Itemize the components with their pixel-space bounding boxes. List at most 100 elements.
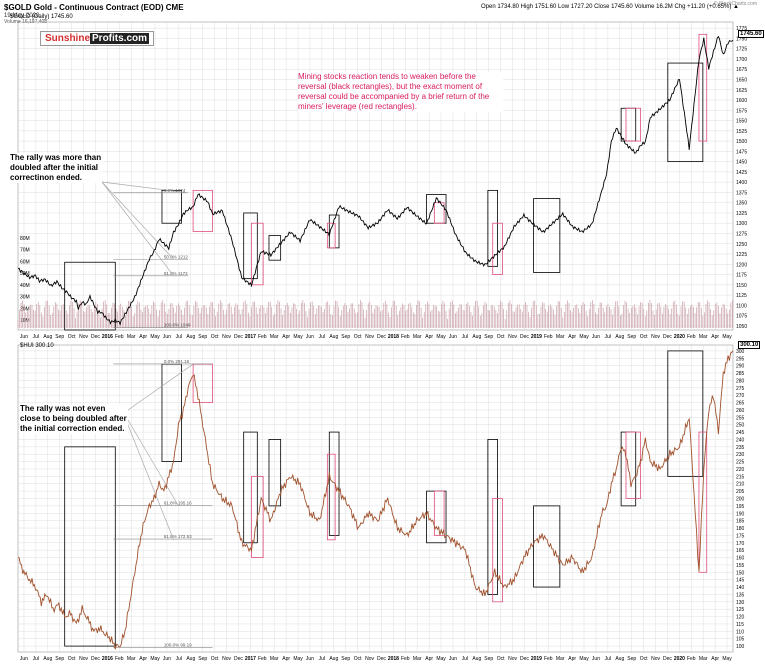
hui-x-tick-label: May	[722, 656, 732, 662]
gold-fib-label: 0.0% 1374	[164, 188, 186, 193]
hui-x-tick-label: Feb	[401, 656, 410, 662]
gold-y-tick-label: 1650	[736, 77, 747, 83]
black-rectangle-hui	[667, 350, 704, 477]
hui-x-tick-label: Feb	[258, 656, 267, 662]
gold-x-tick-label: Oct	[354, 334, 362, 340]
gold-x-tick-label: Sep	[341, 334, 350, 340]
hui-y-tick-label: 175	[736, 533, 745, 539]
gold-y-tick-label: 1100	[736, 303, 747, 309]
hui-y-tick-label: 170	[736, 541, 745, 547]
hui-y-tick-label: 140	[736, 585, 745, 591]
gold-fib-label: 61.8% 1172	[164, 271, 188, 276]
hui-fib-label: 61.8% 195.16	[164, 501, 192, 506]
hui-y-tick-label: 230	[736, 452, 745, 458]
gold-x-tick-label: Apr	[568, 334, 576, 340]
gold-callout-line	[101, 181, 189, 194]
gold-y-tick-label: 1500	[736, 139, 747, 145]
gold-x-tick-label: Nov	[79, 334, 88, 340]
hui-x-tick-label: Dec	[377, 656, 386, 662]
red-rectangle-hui	[251, 475, 264, 558]
gold-x-tick-label: 2017	[245, 334, 256, 340]
hui-callout-line	[127, 419, 179, 507]
red-rectangle-gold	[698, 33, 708, 142]
hui-y-tick-label: 160	[736, 556, 745, 562]
gold-y-tick-label: 1475	[736, 149, 747, 155]
gold-callout-line	[101, 181, 174, 260]
gold-x-tick-label: Aug	[472, 334, 481, 340]
hui-x-tick-label: Mar	[127, 656, 136, 662]
gold-x-tick-label: Mar	[556, 334, 565, 340]
black-rectangle-hui	[268, 439, 282, 507]
volume-axis-label: 70M	[20, 248, 30, 254]
hui-fib-label: 0.0% 291.16	[164, 359, 190, 364]
hui-pane-label: $HUI 300.10	[20, 343, 54, 349]
hui-x-tick-label: May	[293, 656, 303, 662]
hui-x-tick-label: Mar	[413, 656, 422, 662]
gold-y-tick-label: 1300	[736, 221, 747, 227]
gold-x-tick-label: Aug	[615, 334, 624, 340]
gold-x-tick-label: Jul	[319, 334, 325, 340]
black-rectangle-gold	[243, 212, 258, 280]
hui-x-tick-label: May	[150, 656, 160, 662]
chart-symbol-title: $GOLD Gold - Continuous Contract (EOD) C…	[4, 3, 184, 12]
hui-x-tick-label: Jun	[592, 656, 600, 662]
gold-x-tick-label: Jun	[592, 334, 600, 340]
hui-y-tick-label: 260	[736, 408, 745, 414]
hui-y-tick-label: 105	[736, 637, 745, 643]
gold-y-tick-label: 1125	[736, 293, 747, 299]
hui-x-tick-label: Aug	[472, 656, 481, 662]
black-rectangle-hui	[64, 446, 116, 647]
hui-x-tick-label: Nov	[79, 656, 88, 662]
hui-x-tick-label: Sep	[55, 656, 64, 662]
gold-x-tick-label: Oct	[68, 334, 76, 340]
hui-x-tick-label: Dec	[663, 656, 672, 662]
gold-y-tick-label: 1700	[736, 57, 747, 63]
volume-axis-label: 80M	[20, 236, 30, 242]
volume-axis-label: 20M	[20, 306, 30, 312]
gold-y-tick-label: 1250	[736, 242, 747, 248]
red-rectangle-hui	[433, 490, 445, 536]
hui-x-tick-label: Aug	[43, 656, 52, 662]
gold-x-tick-label: Mar	[270, 334, 279, 340]
gold-x-tick-label: Apr	[139, 334, 147, 340]
gold-y-tick-label: 1725	[736, 47, 747, 53]
gold-y-tick-label: 1775	[736, 26, 747, 32]
gold-x-tick-label: Apr	[711, 334, 719, 340]
hui-y-tick-label: 275	[736, 386, 745, 392]
sunshine-profits-logo: Sunshine Profits.com	[40, 31, 155, 46]
hui-x-tick-label: Feb	[115, 656, 124, 662]
black-rectangle-hui	[328, 431, 340, 536]
hui-x-tick-label: Aug	[615, 656, 624, 662]
hui-y-tick-label: 295	[736, 356, 745, 362]
gold-y-tick-label: 1375	[736, 190, 747, 196]
red-rectangle-hui	[698, 431, 708, 573]
hui-x-tick-label: Jun	[306, 656, 314, 662]
gold-y-tick-label: 1200	[736, 262, 747, 268]
hui-x-tick-label: Mar	[556, 656, 565, 662]
gold-x-tick-label: Dec	[234, 334, 243, 340]
gold-y-tick-label: 1350	[736, 201, 747, 207]
red-rectangle-gold	[326, 222, 336, 249]
hui-y-tick-label: 255	[736, 415, 745, 421]
gold-x-tick-label: Apr	[425, 334, 433, 340]
gold-y-tick-label: 1425	[736, 170, 747, 176]
gold-pane-frame	[17, 21, 734, 331]
gold-x-tick-label: Oct	[211, 334, 219, 340]
stockcharts-credit: © StockCharts.com	[713, 1, 757, 7]
gold-y-tick-label: 1050	[736, 324, 747, 330]
hui-x-tick-label: Jul	[462, 656, 468, 662]
hui-x-tick-label: Oct	[211, 656, 219, 662]
gold-x-tick-label: May	[579, 334, 589, 340]
gold-x-tick-label: Mar	[699, 334, 708, 340]
volume-axis-label: 50M	[20, 271, 30, 277]
gold-fib-label: 100.0% 1046	[164, 323, 191, 328]
black-rectangle-gold	[64, 261, 116, 331]
red-rectangle-hui	[326, 453, 336, 541]
hui-y-tick-label: 165	[736, 548, 745, 554]
hui-y-tick-label: 185	[736, 519, 745, 525]
hui-x-tick-label: Feb	[687, 656, 696, 662]
gold-y-tick-label: 1400	[736, 180, 747, 186]
hui-x-tick-label: Nov	[222, 656, 231, 662]
hui-x-tick-label: Nov	[651, 656, 660, 662]
gold-x-tick-label: 2019	[531, 334, 542, 340]
